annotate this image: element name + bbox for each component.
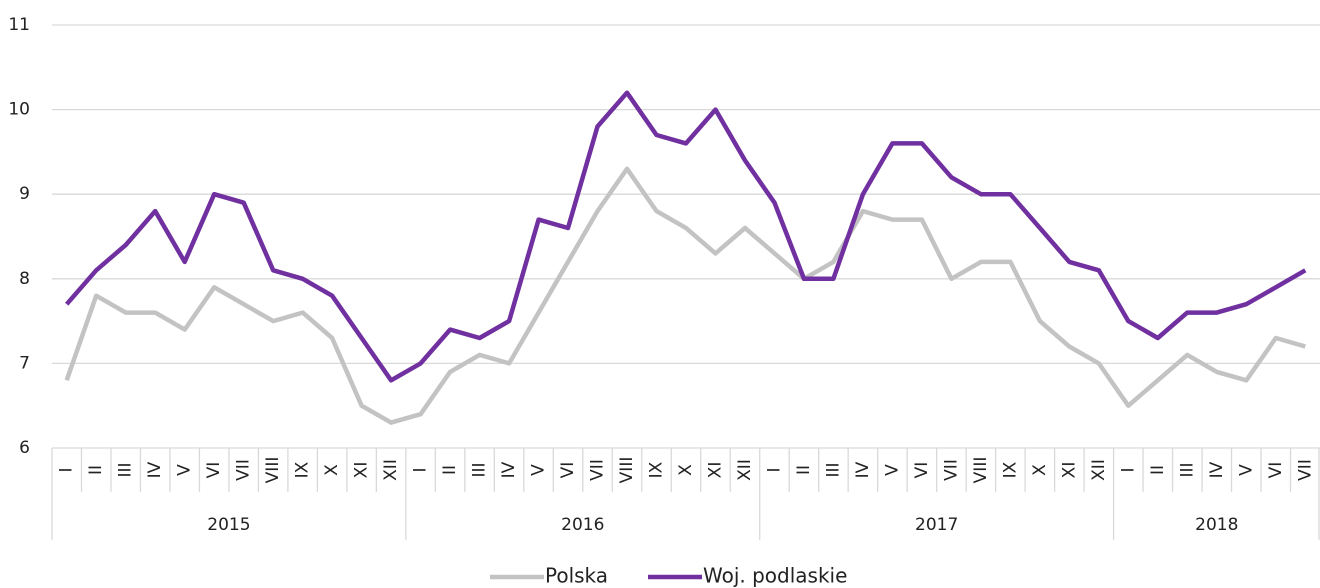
x-tick-label: VI [558, 462, 578, 479]
x-tick-label: IV [499, 461, 519, 478]
x-tick-label: II [440, 465, 460, 475]
y-tick-label: 6 [19, 438, 30, 458]
x-tick-label: X [322, 464, 342, 476]
x-tick-label: V [882, 464, 902, 476]
y-tick-label: 7 [19, 353, 30, 373]
x-tick-label: III [470, 462, 490, 477]
x-tick-label: II [86, 465, 106, 475]
x-tick-label: VII [234, 459, 254, 481]
legend-label: Polska [545, 564, 608, 588]
x-tick-label: XII [1089, 459, 1109, 481]
x-tick-label: X [676, 464, 696, 476]
y-tick-label: 8 [19, 269, 30, 289]
x-tick-label: VI [204, 462, 224, 479]
x-tick-label: III [116, 462, 136, 477]
x-tick-label: VII [1295, 459, 1315, 481]
x-tick-label: IX [293, 461, 313, 478]
x-tick-label: XI [705, 462, 725, 479]
x-tick-label: II [1148, 465, 1168, 475]
x-tick-label: VIII [971, 457, 991, 484]
x-tick-label: IV [1207, 461, 1227, 478]
year-label: 2015 [207, 515, 250, 535]
x-tick-label: XI [1059, 462, 1079, 479]
x-tick-label: III [1177, 462, 1197, 477]
x-tick-label: XI [352, 462, 372, 479]
y-tick-label: 10 [8, 100, 30, 120]
year-label: 2016 [561, 515, 604, 535]
x-tick-label: VI [1266, 462, 1286, 479]
legend-label: Woj. podlaskie [703, 564, 847, 588]
x-tick-label: VI [912, 462, 932, 479]
year-label: 2017 [915, 515, 958, 535]
x-tick-label: IV [145, 461, 165, 478]
y-tick-label: 9 [19, 184, 30, 204]
x-tick-label: XII [735, 459, 755, 481]
x-tick-label: V [175, 464, 195, 476]
x-tick-label: II [794, 465, 814, 475]
x-tick-label: I [411, 467, 431, 472]
x-tick-label: IV [853, 461, 873, 478]
x-tick-label: VII [588, 459, 608, 481]
x-tick-label: I [764, 467, 784, 472]
x-tick-label: VII [941, 459, 961, 481]
x-tick-label: I [57, 467, 77, 472]
x-tick-label: VIII [263, 457, 283, 484]
x-tick-label: XII [381, 459, 401, 481]
line-series [65, 90, 1307, 383]
x-tick-label: V [1236, 464, 1256, 476]
year-label: 2018 [1195, 515, 1238, 535]
x-tick-label: VIII [617, 457, 637, 484]
x-tick-label: V [529, 464, 549, 476]
x-tick-label: I [1118, 467, 1138, 472]
x-tick-label: IX [647, 461, 667, 478]
x-tick-label: X [1030, 464, 1050, 476]
line-series [64, 166, 1306, 425]
x-tick-label: III [823, 462, 843, 477]
x-tick-label: IX [1000, 461, 1020, 478]
y-tick-label: 11 [8, 15, 30, 35]
